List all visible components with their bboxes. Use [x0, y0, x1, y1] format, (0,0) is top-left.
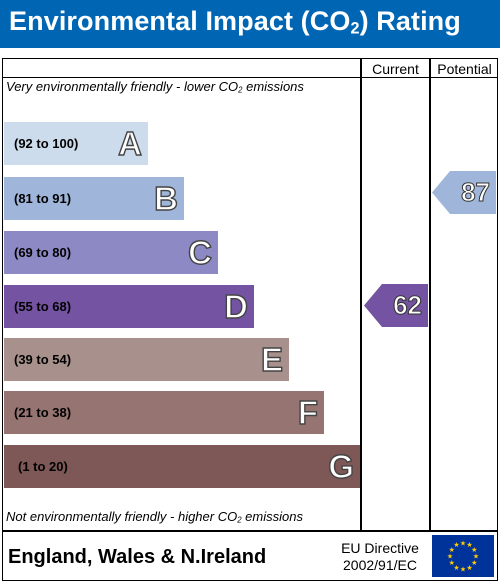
band-letter: B	[153, 179, 178, 217]
eu-star-icon: ★	[471, 546, 477, 554]
eu-star-icon: ★	[471, 559, 477, 567]
eu-stars: ★★★★★★★★★ ★ ★★	[447, 540, 479, 574]
eu-star-icon: ★	[447, 553, 453, 561]
eu-star-icon: ★	[473, 553, 479, 561]
band-letter: F	[297, 393, 319, 431]
band-range: (69 to 80)	[14, 245, 72, 260]
eu-star-icon: ★	[453, 541, 459, 549]
title-prefix: Environmental Impact (CO	[9, 6, 351, 36]
band-range: (1 to 20)	[18, 459, 68, 474]
top-note-suffix: emissions	[242, 79, 304, 94]
potential-rating-arrow: 87	[432, 171, 496, 214]
title-subscript: 2	[350, 19, 360, 38]
band-range: (21 to 38)	[14, 405, 72, 420]
eu-star-icon: ★	[460, 566, 466, 574]
band-e: (39 to 54) E	[4, 338, 289, 381]
rating-frame	[2, 58, 498, 581]
eu-star-icon: ★	[449, 559, 455, 567]
band-d: (55 to 68) D	[4, 285, 254, 328]
footer-directive: EU Directive 2002/91/EC	[332, 540, 428, 574]
directive-line-1: EU Directive	[341, 540, 419, 556]
footer-divider	[2, 530, 498, 532]
bottom-note: Not environmentally friendly - higher CO…	[6, 509, 303, 525]
eu-flag-icon: ★ ★ ★ ★ ★ ★ ★ ★ ★ ★ ★ ★	[432, 535, 494, 577]
eu-star-icon: ★	[466, 564, 472, 572]
eu-star-icon: ★	[453, 564, 459, 572]
current-column-header: Current	[372, 61, 419, 77]
eu-star-icon: ★	[449, 546, 455, 554]
band-range: (39 to 54)	[14, 352, 72, 367]
potential-column-header: Potential	[437, 61, 492, 77]
potential-rating-value: 87	[461, 177, 491, 208]
header-row-divider	[2, 77, 498, 78]
current-column-divider	[360, 58, 362, 531]
band-letter: E	[260, 340, 283, 378]
bottom-note-suffix: emissions	[241, 509, 303, 524]
bottom-note-subscript: 2	[237, 515, 242, 525]
current-rating-value: 62	[393, 290, 423, 321]
band-letter: C	[187, 233, 212, 271]
band-letter: G	[328, 447, 355, 485]
band-range: (81 to 91)	[14, 191, 72, 206]
band-letter: A	[117, 124, 142, 162]
potential-arrow-shape	[432, 171, 496, 214]
band-g: (1 to 20) G	[4, 445, 360, 488]
top-note-prefix: Very environmentally friendly - lower CO	[6, 79, 239, 94]
current-arrow-shape	[364, 284, 428, 327]
band-range: (55 to 68)	[14, 299, 72, 314]
current-rating-arrow: 62	[364, 284, 428, 327]
page-title: Environmental Impact (CO2) Rating	[9, 6, 461, 38]
band-b: (81 to 91) B	[4, 177, 184, 220]
eu-star-icon: ★	[460, 540, 466, 548]
band-c: (69 to 80) C	[4, 231, 218, 274]
top-note: Very environmentally friendly - lower CO…	[6, 79, 304, 95]
eu-star-icon: ★	[466, 541, 472, 549]
bottom-note-prefix: Not environmentally friendly - higher CO	[6, 509, 238, 524]
title-bar: Environmental Impact (CO2) Rating	[0, 0, 500, 48]
top-note-subscript: 2	[238, 85, 243, 95]
band-a: (92 to 100) A	[4, 122, 148, 165]
band-range: (92 to 100)	[14, 136, 79, 151]
potential-column-divider	[429, 58, 431, 531]
title-suffix: ) Rating	[359, 6, 461, 36]
footer-country: England, Wales & N.Ireland	[8, 546, 267, 568]
band-f: (21 to 38) F	[4, 391, 324, 434]
band-letter: D	[223, 287, 248, 325]
directive-line-2: 2002/91/EC	[343, 557, 417, 573]
